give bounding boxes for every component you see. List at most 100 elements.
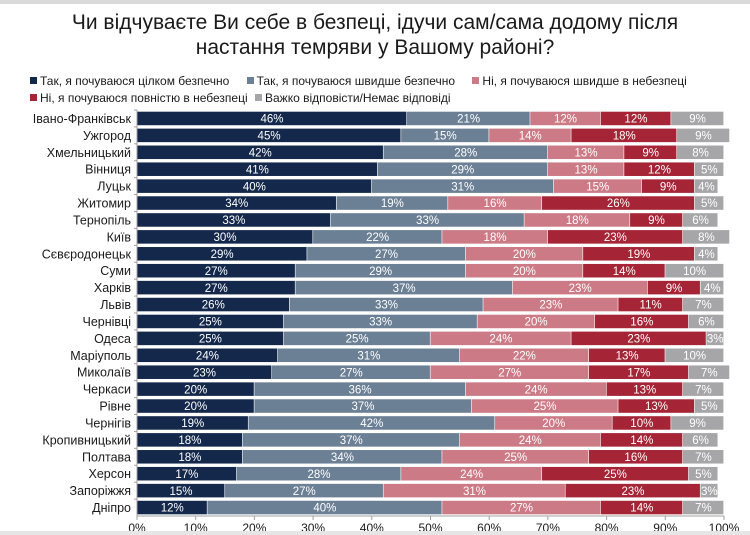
bar-segment: [671, 416, 724, 430]
data-label: 25%: [346, 334, 369, 346]
bar-segment: [682, 213, 718, 227]
bar-segment: [682, 433, 718, 447]
legend-label: Важко відповісти/Немає відповіді: [265, 91, 451, 105]
chart-title: Чи відчуваєте Ви себе в безпеці, ідучи с…: [0, 10, 750, 60]
data-label: 9%: [689, 418, 706, 430]
bar-segment: [401, 466, 542, 481]
bar-segment: [630, 213, 683, 227]
data-label: 7%: [695, 384, 712, 396]
bar-segment: [137, 399, 254, 413]
bar-segment: [547, 230, 683, 244]
bar-segment: [477, 314, 595, 329]
data-label: 34%: [225, 198, 248, 210]
data-label: 11%: [640, 300, 662, 312]
bar-segment: [137, 162, 378, 176]
category-label: Суми: [100, 264, 131, 278]
data-label: 12%: [648, 164, 671, 176]
bar-segment: [688, 466, 718, 481]
data-label: 28%: [454, 147, 477, 159]
data-label: 37%: [340, 435, 363, 447]
top-border: [0, 0, 750, 4]
bar-segment: [207, 500, 442, 515]
data-label: 19%: [627, 249, 650, 261]
bar-segment: [137, 450, 243, 464]
bar-segment: [600, 111, 671, 126]
bar-segment: [277, 348, 460, 363]
bar-segment: [647, 280, 700, 295]
bar-segment: [137, 382, 254, 396]
data-label: 6%: [692, 215, 709, 227]
data-label: 13%: [575, 147, 598, 159]
data-label: 31%: [357, 350, 380, 362]
data-label: 9%: [689, 114, 706, 126]
bar-segment: [459, 433, 601, 447]
bar-segment: [295, 280, 513, 295]
category-label: Харків: [94, 281, 131, 295]
legend-label: Ні, я почуваюся швидше в небезпеці: [482, 74, 687, 88]
category-label: Полтава: [82, 450, 131, 464]
bar-segment: [465, 382, 606, 396]
data-label: 24%: [525, 384, 548, 396]
data-label: 42%: [249, 147, 272, 159]
bar-segment: [283, 331, 430, 346]
data-label: 20%: [184, 401, 207, 413]
data-label: 9%: [648, 215, 665, 227]
bar-segment: [665, 263, 724, 278]
bar-segment: [694, 162, 724, 176]
legend-swatch: [30, 77, 37, 84]
bar-segment: [254, 382, 466, 396]
data-label: 15%: [586, 181, 609, 193]
bar-segment: [618, 399, 695, 413]
category-label: Херсон: [89, 467, 132, 481]
data-label: 20%: [542, 418, 565, 430]
data-label: 12%: [554, 114, 577, 126]
bar-segment: [137, 365, 272, 379]
legend-swatch: [246, 77, 254, 84]
category-label: Луцьк: [97, 180, 131, 194]
bar-segment: [254, 399, 471, 413]
legend-label: Так, я почуваюся швидше безпечно: [256, 74, 456, 88]
data-label: 29%: [369, 266, 392, 278]
bar-segment: [542, 466, 689, 481]
data-label: 17%: [175, 469, 198, 481]
data-label: 16%: [630, 317, 653, 329]
legend-swatch: [30, 94, 37, 101]
data-label: 9%: [695, 131, 712, 143]
bar-segment: [430, 331, 571, 346]
bar-segment: [137, 179, 372, 193]
bar-segment: [137, 196, 336, 210]
data-label: 26%: [202, 300, 225, 312]
category-label: Кропивницький: [42, 433, 131, 447]
bar-segment: [137, 348, 278, 363]
bar-segment: [553, 179, 642, 193]
data-label: 27%: [510, 503, 533, 515]
data-label: 10%: [630, 418, 653, 430]
data-label: 27%: [205, 283, 228, 295]
bar-segment: [512, 280, 648, 295]
bar-segment: [571, 128, 677, 143]
data-label: 9%: [666, 283, 683, 295]
data-label: 13%: [645, 401, 668, 413]
data-label: 29%: [211, 249, 234, 261]
data-label: 14%: [519, 131, 542, 143]
bar-segment: [236, 466, 401, 481]
bar-segment: [137, 331, 284, 346]
category-label: Дніпро: [92, 501, 131, 515]
data-label: 24%: [489, 334, 512, 346]
data-label: 46%: [260, 114, 283, 126]
data-label: 4%: [698, 249, 715, 261]
bar-segment: [401, 128, 489, 143]
bar-segment: [383, 145, 548, 160]
data-label: 10%: [683, 350, 706, 362]
category-label: Запоріжжя: [70, 484, 131, 498]
data-label: 8%: [698, 232, 715, 244]
bar-segment: [459, 348, 589, 363]
legend-item-fully-unsafe: Ні, я почуваюся повністю в небезпеці: [30, 91, 248, 105]
data-label: 27%: [375, 249, 398, 261]
bar-segment: [137, 263, 295, 278]
legend-row-2: Ні, я почуваюся повністю в небезпеці Важ…: [30, 91, 750, 108]
data-label: 18%: [178, 435, 201, 447]
data-label: 18%: [178, 452, 201, 464]
bar-segment: [137, 416, 248, 430]
bar-segment: [671, 111, 724, 126]
